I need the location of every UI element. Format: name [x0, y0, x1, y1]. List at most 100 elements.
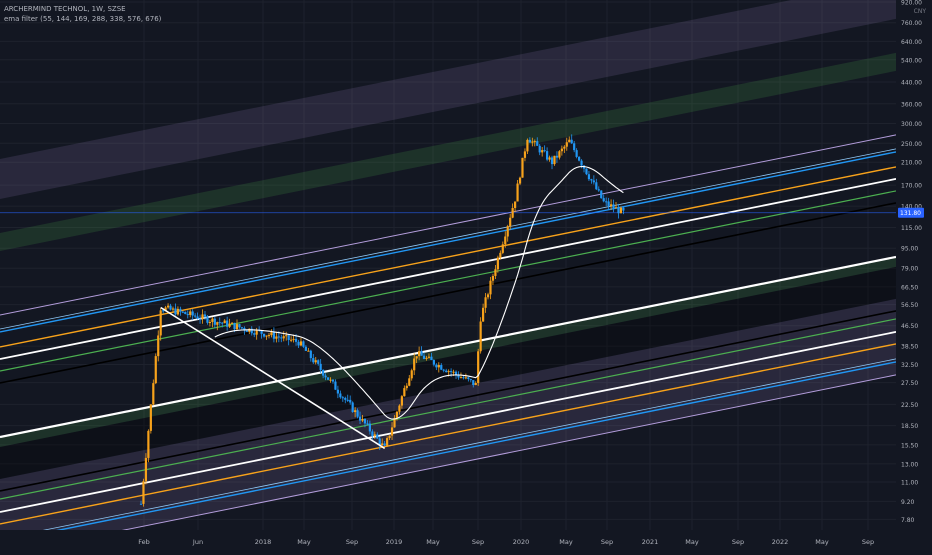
candle-body[interactable] [253, 333, 256, 335]
candle-body[interactable] [585, 168, 588, 175]
candle-body[interactable] [514, 201, 517, 208]
candle-body[interactable] [147, 430, 150, 458]
candle-body[interactable] [270, 332, 273, 336]
candle-body[interactable] [260, 330, 263, 334]
candle-body[interactable] [344, 397, 347, 400]
candle-body[interactable] [334, 381, 337, 390]
drawn-trendline[interactable] [160, 306, 386, 450]
candle-body[interactable] [563, 146, 566, 149]
candle-body[interactable] [499, 252, 502, 258]
candle-body[interactable] [157, 335, 160, 357]
candle-body[interactable] [376, 434, 379, 439]
candle-body[interactable] [171, 308, 175, 310]
candle-body[interactable] [198, 318, 202, 320]
candle-body[interactable] [179, 308, 182, 312]
candle-body[interactable] [400, 396, 403, 406]
candle-body[interactable] [472, 380, 475, 386]
candle-body[interactable] [302, 341, 305, 347]
candle-body[interactable] [154, 356, 157, 384]
candle-body[interactable] [166, 305, 170, 308]
candle-body[interactable] [422, 355, 426, 359]
candle-body[interactable] [280, 337, 283, 339]
candle-body[interactable] [464, 377, 467, 379]
candle-body[interactable] [440, 365, 443, 370]
candle-body[interactable] [245, 330, 248, 332]
candle-body[interactable] [614, 207, 618, 209]
candle-body[interactable] [275, 336, 278, 339]
candle-body[interactable] [590, 179, 593, 181]
candle-body[interactable] [457, 374, 460, 378]
candle-body[interactable] [363, 418, 367, 424]
candle-body[interactable] [454, 371, 458, 375]
candle-body[interactable] [169, 305, 172, 310]
candle-body[interactable] [435, 364, 438, 368]
candle-body[interactable] [418, 351, 421, 357]
candle-body[interactable] [528, 139, 531, 143]
candle-body[interactable] [531, 141, 534, 143]
candle-body[interactable] [317, 360, 320, 364]
candle-body[interactable] [437, 365, 440, 368]
candle-body[interactable] [297, 341, 300, 346]
candle-body[interactable] [285, 335, 288, 337]
candle-body[interactable] [592, 180, 595, 183]
candle-body[interactable] [462, 377, 465, 379]
candle-body[interactable] [164, 307, 167, 311]
candle-body[interactable] [314, 360, 317, 363]
candle-body[interactable] [408, 378, 411, 386]
candle-body[interactable] [294, 338, 298, 342]
candle-body[interactable] [600, 190, 603, 199]
candle-body[interactable] [580, 160, 583, 166]
candle-body[interactable] [568, 139, 571, 143]
candle-body[interactable] [250, 328, 253, 334]
candle-body[interactable] [176, 308, 180, 315]
candle-body[interactable] [410, 370, 413, 379]
candle-body[interactable] [267, 335, 271, 337]
candle-body[interactable] [218, 322, 221, 324]
candle-body[interactable] [312, 358, 315, 363]
candle-body[interactable] [595, 182, 598, 190]
candle-body[interactable] [518, 177, 522, 184]
candle-body[interactable] [587, 174, 591, 180]
candle-body[interactable] [609, 204, 613, 207]
candle-body[interactable] [191, 311, 194, 316]
candle-body[interactable] [486, 294, 490, 298]
candle-body[interactable] [565, 142, 568, 147]
candle-body[interactable] [331, 379, 335, 382]
candle-body[interactable] [474, 382, 477, 386]
candle-body[interactable] [511, 207, 514, 218]
candle-body[interactable] [526, 139, 529, 152]
candle-body[interactable] [144, 457, 148, 482]
candle-body[interactable] [545, 151, 549, 160]
candle-body[interactable] [555, 155, 559, 158]
candle-body[interactable] [560, 148, 563, 152]
candle-body[interactable] [622, 207, 625, 211]
candle-body[interactable] [491, 275, 495, 281]
candle-body[interactable] [420, 351, 423, 356]
candle-body[interactable] [358, 416, 362, 421]
candle-body[interactable] [226, 320, 229, 327]
candle-body[interactable] [452, 371, 455, 373]
candle-body[interactable] [467, 377, 470, 380]
candle-body[interactable] [477, 351, 480, 383]
candle-body[interactable] [351, 402, 354, 413]
candle-body[interactable] [393, 417, 396, 428]
candle-body[interactable] [413, 358, 416, 371]
candle-body[interactable] [607, 201, 610, 207]
candle-body[interactable] [142, 481, 145, 504]
candle-body[interactable] [329, 379, 332, 381]
candle-body[interactable] [577, 156, 581, 161]
candle-body[interactable] [326, 377, 330, 380]
candle-body[interactable] [149, 404, 152, 431]
candle-body[interactable] [336, 389, 339, 394]
candle-body[interactable] [299, 341, 303, 346]
candle-body[interactable] [356, 410, 359, 417]
candle-body[interactable] [541, 150, 544, 153]
candle-body[interactable] [617, 207, 620, 214]
candle-body[interactable] [482, 307, 485, 322]
candle-body[interactable] [445, 370, 448, 373]
candle-body[interactable] [398, 405, 401, 412]
candle-body[interactable] [573, 143, 576, 151]
candle-body[interactable] [221, 322, 224, 324]
candle-body[interactable] [504, 236, 507, 245]
